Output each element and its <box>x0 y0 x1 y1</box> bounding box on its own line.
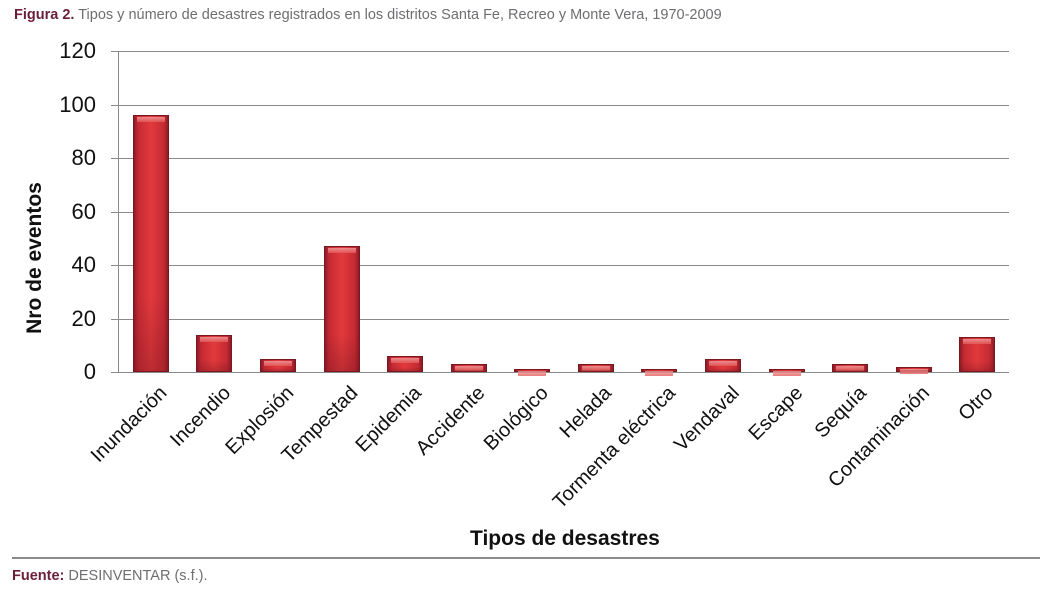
x-tick-label: Vendaval <box>669 382 744 456</box>
y-tick-mark <box>111 372 119 373</box>
caption-text: Tipos y número de desastres registrados … <box>78 7 722 23</box>
x-tick-label: Otro <box>954 382 998 426</box>
gridline <box>119 51 1009 52</box>
gridline <box>119 158 1009 159</box>
bar-tormenta-eléctrica <box>641 369 678 376</box>
bar-incendio <box>196 334 233 372</box>
gridline <box>119 211 1009 213</box>
bar-vendaval <box>704 358 741 372</box>
x-axis-title: Tipos de desastres <box>470 527 660 550</box>
gridline <box>119 104 1009 106</box>
y-tick-mark <box>111 104 119 106</box>
x-tick-label: Tormenta eléctrica <box>548 382 680 514</box>
bar-tempestad <box>323 246 360 372</box>
y-tick-mark <box>111 318 119 320</box>
x-tick-label: Inundación <box>86 382 172 467</box>
y-tick-label: 60 <box>71 198 96 224</box>
y-tick-mark <box>111 158 119 159</box>
y-tick-mark <box>111 265 119 266</box>
caption-label: Figura 2. <box>14 7 75 23</box>
bar-helada <box>577 363 614 372</box>
x-tick-label: Escape <box>744 382 808 445</box>
bar-otro <box>959 337 996 372</box>
bar-escape <box>768 369 805 376</box>
y-tick-label: 40 <box>71 252 96 277</box>
y-tick-label: 0 <box>83 359 96 384</box>
y-tick-mark <box>111 51 119 52</box>
figure-caption: Figura 2. Tipos y número de desastres re… <box>14 7 722 23</box>
divider <box>12 557 1040 559</box>
x-tick-label: Sequía <box>810 382 871 443</box>
bar-epidemia <box>387 355 424 372</box>
bar-contaminación <box>895 366 932 375</box>
bar-sequía <box>832 363 869 372</box>
x-tick-label: Biológico <box>479 382 553 455</box>
bar-accidente <box>450 363 487 372</box>
y-tick-label: 120 <box>59 38 96 63</box>
y-tick-label: 20 <box>71 305 96 331</box>
x-tick-label: Accidente <box>411 382 490 460</box>
y-tick-label: 80 <box>71 145 96 170</box>
bar-biológico <box>514 369 551 376</box>
x-tick-label: Helada <box>555 382 617 443</box>
source-label: Fuente: <box>12 568 65 584</box>
bar-inundación <box>132 115 169 372</box>
bar-explosión <box>259 358 296 372</box>
gridline <box>119 318 1009 320</box>
y-tick-mark <box>111 211 119 213</box>
source-text: DESINVENTAR (s.f.). <box>68 568 208 584</box>
y-tick-label: 100 <box>59 91 96 117</box>
plot-area <box>111 51 1009 376</box>
source-note: Fuente: DESINVENTAR (s.f.). <box>12 568 208 584</box>
gridline <box>119 265 1009 266</box>
